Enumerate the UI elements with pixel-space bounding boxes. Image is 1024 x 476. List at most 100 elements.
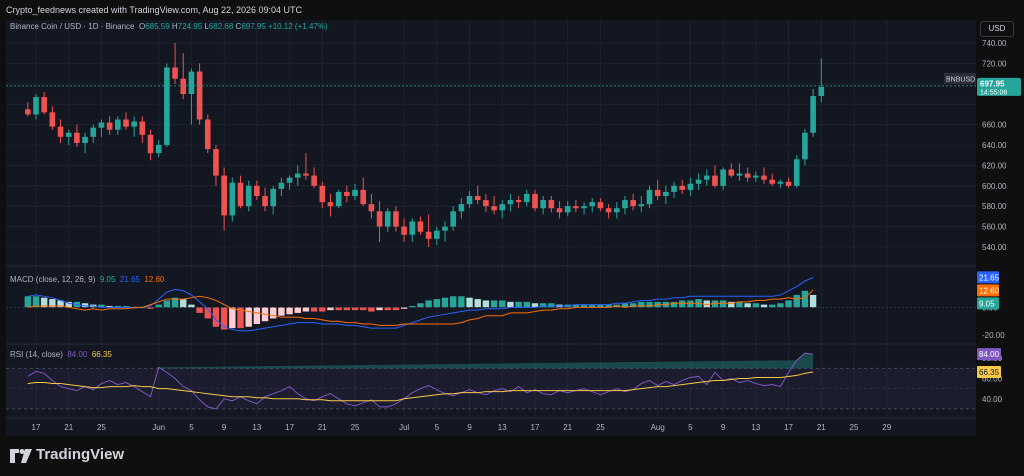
candle-body	[458, 204, 465, 212]
macd-label: MACD (close, 12, 26, 9)	[10, 275, 96, 284]
time-tick-label: 25	[351, 423, 360, 432]
macd-value-badge-text: 21.65	[979, 273, 1000, 282]
candle-body	[245, 185, 252, 207]
rsi-value-badge	[977, 348, 1001, 361]
candle-body	[442, 226, 448, 231]
candle-body	[65, 132, 72, 137]
time-tick-label: Aug	[651, 423, 665, 432]
candle-body	[818, 86, 825, 97]
rsi-overbought-fill	[155, 353, 814, 369]
macd-hist-bar	[736, 301, 743, 308]
candle-body	[507, 200, 514, 205]
candle-body	[524, 193, 530, 203]
macd-hist-bar	[621, 303, 629, 308]
candle-body	[139, 121, 146, 135]
candle-body	[761, 175, 767, 180]
candle-body	[172, 67, 178, 79]
symbol-label: Binance Coin / USD · 1D · Binance	[10, 22, 135, 31]
time-tick-label: 13	[751, 423, 760, 432]
candle-body	[630, 200, 636, 207]
price-axis[interactable]: 540.00 560.00 580.00 600.00 620.00 640.00 660.…	[976, 20, 1024, 436]
candle-body	[622, 200, 628, 209]
candle-body	[335, 191, 342, 207]
candle-body	[540, 200, 546, 209]
macd-hist-bar	[351, 307, 359, 311]
macd-hist-bar	[580, 304, 588, 308]
macd-value-badge-text: 12.60	[979, 286, 1000, 295]
time-tick-label: 17	[285, 423, 294, 432]
candle-body	[556, 208, 563, 213]
candle-body	[155, 145, 162, 154]
macd-hist-bar	[343, 307, 351, 311]
price-tick-label: 660.00	[982, 121, 1007, 130]
candle-body	[278, 182, 285, 189]
macd-hist-bar	[360, 307, 367, 311]
candle-body	[90, 127, 97, 137]
macd-hist-bar	[253, 307, 261, 324]
high-label: H	[171, 22, 178, 31]
time-tick-label: 5	[435, 423, 440, 432]
macd-hist-bar	[49, 299, 56, 308]
candle-body	[204, 119, 211, 150]
candle-body	[311, 175, 317, 186]
candle-body	[679, 185, 686, 190]
macd-hist-bar	[752, 303, 760, 308]
candle-body	[646, 189, 653, 205]
candle-body	[25, 109, 31, 115]
macd-hist-bar	[245, 307, 252, 327]
candle-body	[425, 231, 432, 239]
macd-value-badge	[977, 297, 999, 310]
macd-line	[27, 276, 814, 332]
time-tick-label: Jul	[399, 423, 409, 432]
price-tick-label: 620.00	[982, 161, 1007, 170]
candle-body	[286, 177, 293, 183]
time-tick-label: 25	[97, 423, 106, 432]
macd-hist-bar	[180, 299, 187, 308]
macd-hist-bar	[98, 304, 105, 308]
macd-hist-bar	[605, 304, 612, 308]
macd-hist-bar	[122, 306, 130, 308]
rsi-line	[27, 352, 814, 410]
candle-body	[769, 179, 775, 184]
macd-hist-bar	[711, 300, 719, 308]
candle-body	[515, 200, 522, 203]
symbol-tag-bg	[944, 72, 976, 84]
candle-body	[581, 206, 587, 209]
change-value: +10.12 (+1.47%)	[268, 22, 328, 31]
low-value: 682.68	[208, 22, 234, 31]
price-chart-svg[interactable]: BNBUSD 17 21 25 Jun 5 9 13 17 21 25 Jul 5 9 13 17 21 25 Au…	[6, 20, 976, 436]
macd-hist-bar	[646, 301, 653, 308]
candle-body	[33, 97, 39, 115]
candle-body	[262, 196, 268, 207]
macd-hist-bar	[769, 304, 776, 308]
rsi-ma-badge-text: 66.35	[979, 368, 1000, 377]
macd-hist-bar	[163, 300, 171, 308]
macd-hist-bar	[32, 296, 40, 308]
macd-hist-bar	[801, 290, 809, 308]
macd-value-badge-text: 9.05	[979, 299, 995, 308]
macd-hist-bar	[106, 306, 113, 308]
currency-button[interactable]: USD	[980, 21, 1014, 37]
time-tick-label: 29	[882, 423, 891, 432]
candle-body	[499, 204, 506, 211]
open-value: 685.59	[145, 22, 170, 31]
open-label: O	[138, 22, 146, 31]
candle-body	[777, 181, 784, 184]
candle-body	[393, 211, 399, 227]
time-tick-label: 25	[596, 423, 605, 432]
macd-hist-bar	[24, 296, 32, 308]
macd-tick-label: -20.00	[982, 331, 1005, 340]
rsi-tick-label: 40.00	[982, 395, 1003, 404]
chart-area[interactable]: BNBUSD 17 21 25 Jun 5 9 13 17 21 25 Jul 5 9 13 17 21 25 Au…	[6, 20, 976, 436]
candle-body	[188, 71, 195, 94]
candle-body	[180, 78, 187, 94]
macd-hist-bar	[57, 300, 64, 308]
macd-hist-bar	[196, 307, 203, 313]
time-tick-label: 9	[721, 423, 726, 432]
candle-body	[147, 134, 154, 154]
macd-hist-bar	[40, 297, 48, 308]
macd-hist-bar	[441, 297, 449, 308]
rsi-value-badge-text: 84.00	[979, 350, 1000, 359]
candle-body	[483, 200, 489, 207]
macd-hist-bar	[629, 303, 637, 308]
